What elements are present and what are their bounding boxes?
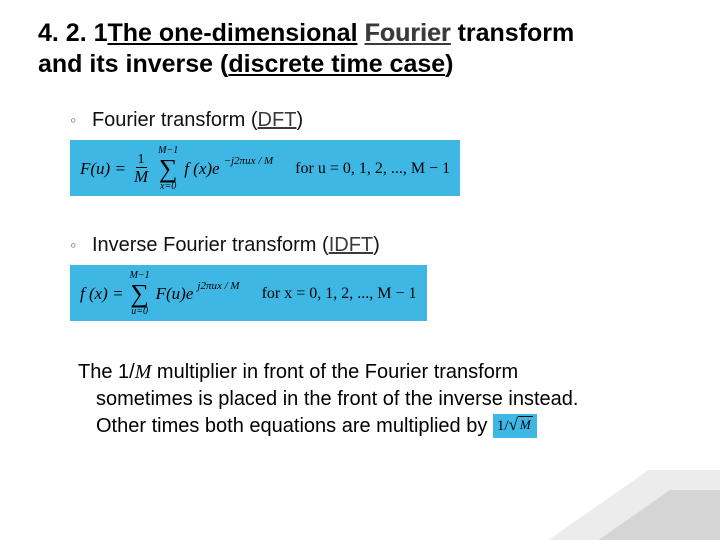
- f2-sum: M−1 ∑ u=0: [130, 271, 150, 317]
- bullet-1-pre: Fourier transform (: [92, 109, 258, 131]
- f2-for: for x = 0, 1, 2, ..., M − 1: [262, 285, 417, 303]
- f1-body: f (x)e: [184, 159, 219, 179]
- corner-decoration: [540, 470, 720, 540]
- f1-frac: 1 M: [132, 153, 150, 185]
- slide-body: 4. 2. 1The one-dimensional Fourier trans…: [0, 0, 720, 458]
- fn-line2: sometimes is placed in the front of the …: [78, 386, 662, 413]
- formula-dft: F(u) = 1 M M−1 ∑ x=0 f (x)e −j2πux / M fo…: [70, 140, 460, 196]
- fn-line1b: multiplier in front of the Fourier trans…: [151, 361, 518, 383]
- fn-line1M: M: [135, 361, 152, 383]
- f1-sum-bot: x=0: [160, 182, 176, 192]
- bullet-1-text: Fourier transform (DFT): [70, 109, 692, 132]
- title-fourier: Fourier: [364, 19, 450, 47]
- f1-lhs: F(u) =: [80, 159, 126, 179]
- bullet-1-abbr: DFT: [258, 109, 297, 131]
- f2-body: F(u)e: [156, 284, 194, 304]
- bullet-1: Fourier transform (DFT) F(u) = 1 M M−1 ∑…: [70, 109, 692, 220]
- slide-title: 4. 2. 1The one-dimensional Fourier trans…: [38, 18, 692, 81]
- sigma-icon: ∑: [159, 156, 178, 182]
- formula-idft: f (x) = M−1 ∑ u=0 F(u)ej2πux / M for x =…: [70, 265, 427, 321]
- sqrt-icon: √M: [509, 416, 533, 433]
- fn-line3: Other times both equations are multiplie…: [96, 415, 487, 437]
- inline-rad: M: [518, 416, 533, 433]
- bullet-1-post: ): [296, 109, 303, 131]
- title-section-number: 4. 2. 1: [38, 19, 108, 47]
- title-line2a: and its inverse (: [38, 50, 228, 78]
- bullet-2: Inverse Fourier transform (IDFT) f (x) =…: [70, 234, 692, 345]
- f2-sum-bot: u=0: [131, 307, 148, 317]
- sigma-icon: ∑: [130, 281, 149, 307]
- bullet-2-post: ): [373, 234, 380, 256]
- fn-line3-wrap: Other times both equations are multiplie…: [78, 413, 662, 440]
- f1-frac-den: M: [132, 168, 150, 185]
- f2-lhs: f (x) =: [80, 284, 124, 304]
- f1-sum: M−1 ∑ x=0: [158, 146, 178, 192]
- title-part1: The one-dimensional: [108, 19, 358, 47]
- bullet-2-text: Inverse Fourier transform (IDFT): [70, 234, 692, 257]
- fn-line1a: The 1/: [78, 361, 135, 383]
- title-line2b: ): [445, 50, 453, 78]
- f2-exp: j2πux / M: [197, 280, 239, 292]
- inline-sqrt-box: 1/√M: [493, 414, 537, 438]
- footnote: The 1/M multiplier in front of the Fouri…: [78, 359, 662, 440]
- title-transform: transform: [458, 19, 575, 47]
- inline-pre: 1/: [497, 418, 509, 434]
- title-discrete: discrete time case: [228, 50, 445, 78]
- f1-frac-num: 1: [136, 153, 147, 168]
- bullet-2-pre: Inverse Fourier transform (: [92, 234, 329, 256]
- f1-for: for u = 0, 1, 2, ..., M − 1: [295, 160, 450, 178]
- bullet-2-abbr: IDFT: [329, 234, 373, 256]
- f1-exp: −j2πux / M: [224, 155, 274, 167]
